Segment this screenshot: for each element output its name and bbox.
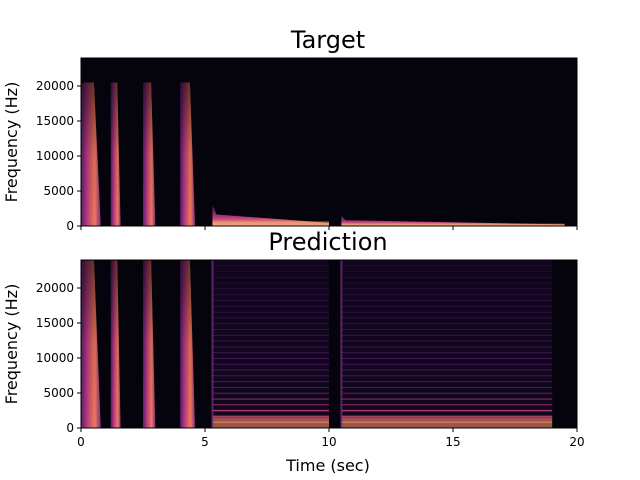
target-title: Target: [290, 26, 365, 54]
spectrogram-event-broadband_burst: [180, 260, 196, 428]
prediction-title: Prediction: [268, 228, 387, 256]
prediction-x-axis-label: Time (sec): [285, 456, 370, 475]
spectrogram-event-harmonic_noise: [211, 260, 329, 428]
y-tick-label: 15000: [36, 114, 74, 128]
target-y-axis: 0 5000 10000 15000 20000: [36, 79, 81, 233]
low-band-energy: [341, 417, 553, 428]
y-tick-label: 15000: [36, 316, 74, 330]
spectrogram-event-broadband_burst: [110, 82, 121, 226]
spectrogram-event-broadband_burst: [180, 82, 196, 226]
low-band-energy: [212, 417, 329, 428]
y-tick-label: 0: [66, 219, 74, 233]
target-y-axis-label: Frequency (Hz): [2, 82, 21, 203]
x-tick-label: 5: [201, 435, 209, 449]
y-tick-label: 20000: [36, 79, 74, 93]
spectrogram-event-broadband_burst: [110, 260, 121, 428]
tone-body: [212, 205, 329, 226]
y-tick-label: 20000: [36, 281, 74, 295]
prediction-y-axis-label: Frequency (Hz): [2, 284, 21, 405]
spectrogram-event-low_band_tone: [341, 215, 565, 226]
noise-floor: [212, 260, 329, 428]
prediction-y-axis: 0 5000 10000 15000 20000: [36, 281, 81, 435]
target-x-axis: [80, 226, 578, 230]
x-tick-label: 0: [77, 435, 85, 449]
spectrogram-event-broadband_burst: [143, 82, 156, 226]
burst-shading: [143, 260, 156, 428]
y-tick-label: 10000: [36, 149, 74, 163]
x-tick-label: 15: [445, 435, 460, 449]
target-panel: Target 0 5000 10000 15000 20000 Frequency (H…: [2, 26, 578, 233]
burst-shading: [110, 260, 121, 428]
target-plot-area: [81, 58, 577, 226]
burst-shading: [180, 260, 196, 428]
x-tick-label: 10: [321, 435, 336, 449]
burst-shading: [143, 82, 156, 226]
burst-shading: [81, 82, 101, 226]
tone-fundamental: [341, 223, 565, 226]
burst-shading: [81, 260, 101, 428]
prediction-plot-area: [81, 260, 577, 428]
y-tick-label: 5000: [43, 184, 74, 198]
x-tick-label: 20: [569, 435, 584, 449]
prediction-panel: Prediction 0 5000 10000 15000 20000 0 5 10 15 20…: [2, 228, 585, 475]
prediction-x-axis: 0 5 10 15 20: [77, 428, 585, 449]
noise-floor: [341, 260, 553, 428]
burst-shading: [110, 82, 121, 226]
y-tick-label: 0: [66, 421, 74, 435]
spectrogram-event-low_band_tone: [212, 205, 329, 226]
tone-fundamental: [212, 221, 329, 226]
spectrogram-event-broadband_burst: [143, 260, 156, 428]
tone-body: [341, 215, 565, 226]
spectrogram-event-broadband_burst: [81, 260, 101, 428]
target-spectrogram-marks: [81, 82, 565, 226]
spectrogram-event-broadband_burst: [81, 82, 101, 226]
prediction-spectrogram-marks: [81, 260, 553, 428]
spectrogram-event-harmonic_noise: [340, 260, 553, 428]
y-tick-label: 10000: [36, 351, 74, 365]
y-tick-label: 5000: [43, 386, 74, 400]
burst-shading: [180, 82, 196, 226]
